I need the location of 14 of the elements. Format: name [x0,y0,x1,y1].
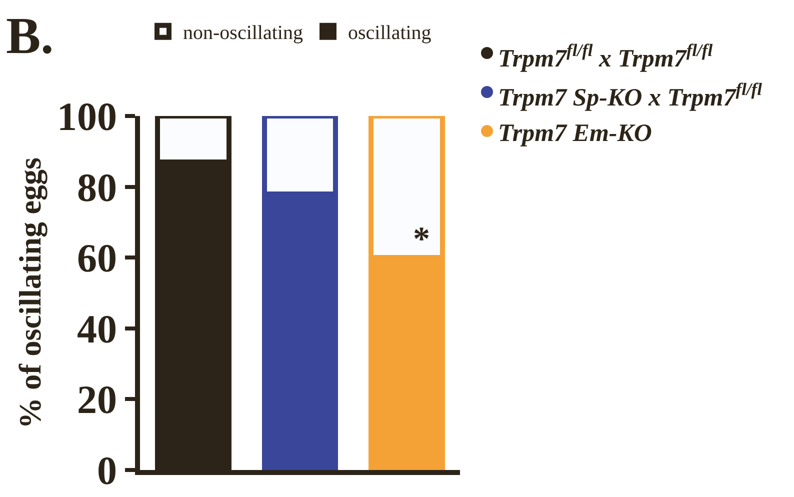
y-tick-label: 80 [77,164,117,210]
y-tick-label: 20 [77,377,117,422]
text: B. [6,8,54,65]
y-tick-label: 100 [57,94,117,139]
y-tick-label: 40 [77,306,117,352]
annotation: * [413,221,430,258]
text: Trpm7 Sp-KO x Trpm7$^{fl/fl}$ [498,79,762,112]
legend-label: non-oscillating [183,22,303,44]
text: Trpm7 Em-KO [498,120,652,147]
text: Trpm7$^{fl/fl}$ x Trpm7$^{fl/fl}$ [498,40,713,72]
y-tick-label: 0 [97,448,117,493]
legend-label: oscillating [348,22,432,44]
y-tick-label: 60 [77,236,117,281]
y-axis-title: % of oscillating eggs [12,157,48,429]
